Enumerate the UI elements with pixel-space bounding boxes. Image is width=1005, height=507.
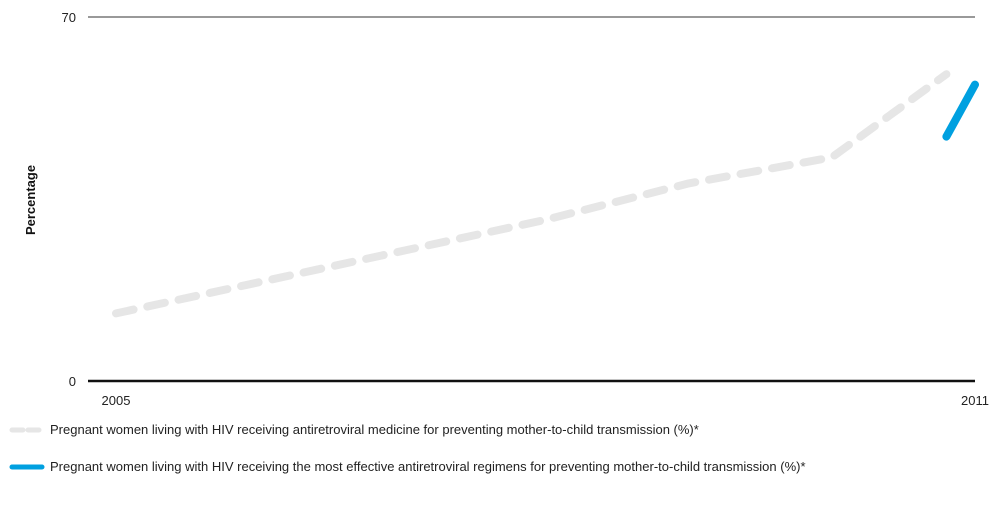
legend-label-effective-regimens: Pregnant women living with HIV receiving… [50,459,806,474]
plot-area [112,70,979,318]
y-tick-label-bottom: 0 [69,374,76,389]
legend-item-arv-medicine: Pregnant women living with HIV receiving… [9,422,699,437]
x-tick-label-end: 2011 [961,393,989,408]
series-line-effective-regimens [942,80,979,141]
y-axis-label: Percentage [23,165,38,235]
axes: 70 0 2005 2011 Percentage [23,10,989,408]
legend: Pregnant women living with HIV receiving… [9,422,806,474]
legend-label-arv-medicine: Pregnant women living with HIV receiving… [50,422,699,437]
series-line-arv-medicine [112,70,951,318]
y-tick-label-top: 70 [62,10,76,25]
x-tick-label-start: 2005 [102,393,131,408]
legend-item-effective-regimens: Pregnant women living with HIV receiving… [9,459,806,474]
